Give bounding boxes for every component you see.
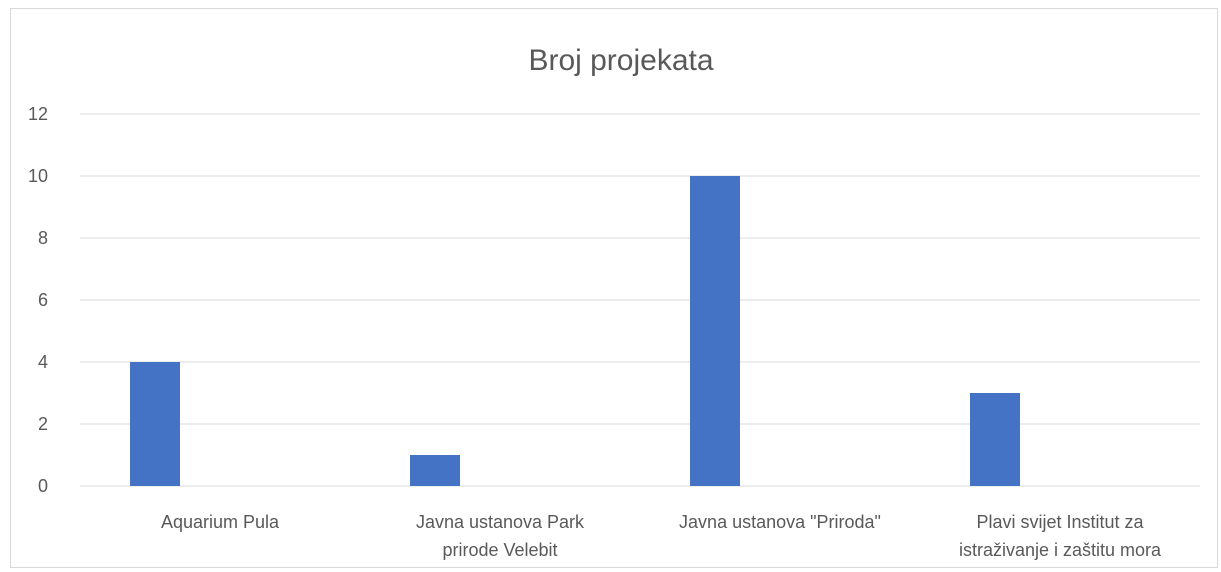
chart-title: Broj projekata [528, 44, 713, 77]
x-category-label: Javna ustanova Park [416, 512, 585, 532]
x-axis-categories: Aquarium Pula Javna ustanova Park prirode … [161, 512, 1162, 560]
y-tick-label: 2 [38, 414, 48, 434]
y-tick-label: 10 [28, 166, 48, 186]
y-tick-label: 8 [38, 228, 48, 248]
y-axis-ticks: 0 2 4 6 8 10 12 [28, 104, 48, 496]
x-category-label: prirode Velebit [442, 540, 557, 560]
y-tick-label: 4 [38, 352, 48, 372]
bar [970, 393, 1020, 486]
y-tick-label: 0 [38, 476, 48, 496]
bars [130, 176, 1020, 486]
bar [130, 362, 180, 486]
bar [410, 455, 460, 486]
gridlines [80, 113, 1200, 487]
y-tick-label: 12 [28, 104, 48, 124]
x-category-label: Aquarium Pula [161, 512, 280, 532]
x-category-label: Plavi svijet Institut za [976, 512, 1144, 532]
x-category-label: istraživanje i zaštitu mora [959, 540, 1162, 560]
y-tick-label: 6 [38, 290, 48, 310]
bar [690, 176, 740, 486]
x-category-label: Javna ustanova "Priroda" [679, 512, 881, 532]
